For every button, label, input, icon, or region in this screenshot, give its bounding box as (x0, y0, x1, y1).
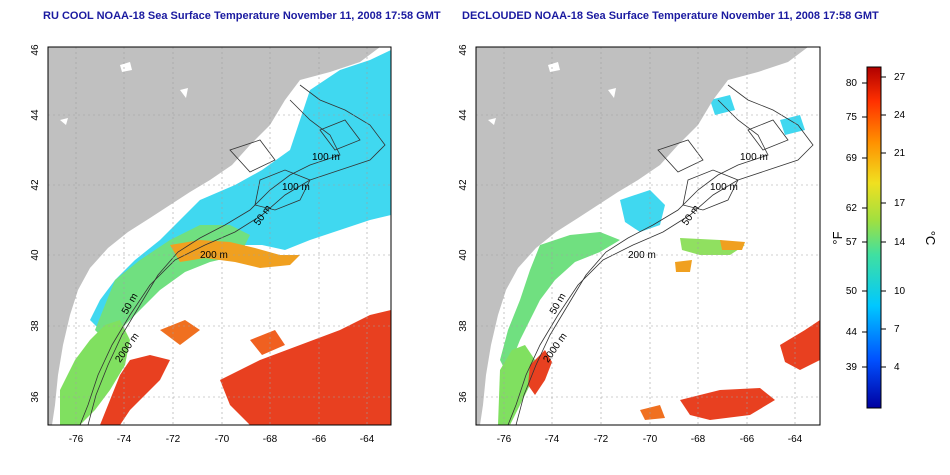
fahrenheit-tick: 39 (846, 362, 858, 373)
y-tick-label: 38 (30, 320, 41, 332)
southern-green-water (60, 320, 130, 425)
x-tick-label: -68 (691, 434, 706, 445)
celsius-tick: 10 (894, 286, 906, 297)
x-tick-label: -70 (643, 434, 658, 445)
y-tick-label: 44 (30, 109, 41, 121)
fahrenheit-label: °F (830, 231, 845, 244)
celsius-tick: 7 (894, 324, 900, 335)
southern-green-water (498, 345, 535, 425)
x-tick-label: -68 (263, 434, 278, 445)
celsius-tick: 17 (894, 198, 906, 209)
contour-label: 200 m (200, 250, 228, 261)
x-tick-label: -72 (594, 434, 609, 445)
x-tick-label: -76 (497, 434, 512, 445)
left-map: 100 m 100 m 50 m 200 m 50 m 2000 m -76 -… (30, 44, 392, 445)
celsius-tick: 4 (894, 362, 900, 373)
y-tick-label: 42 (30, 179, 41, 191)
colorbar: 80 75 69 62 57 50 44 39 27 24 21 17 14 1… (830, 66, 938, 409)
contour-label: 100 m (312, 152, 340, 163)
fahrenheit-tick: 57 (846, 237, 858, 248)
contour-label: 100 m (282, 182, 310, 193)
offshore-warm-patches (780, 320, 820, 370)
y-tick-label: 38 (458, 320, 469, 332)
x-tick-label: -74 (545, 434, 560, 445)
contour-label: 200 m (628, 250, 656, 261)
fahrenheit-tick: 80 (846, 78, 858, 89)
gulf-stream-warm-water (100, 355, 170, 425)
contour-label: 100 m (740, 152, 768, 163)
fahrenheit-tick: 44 (846, 327, 858, 338)
y-tick-label: 46 (458, 44, 469, 56)
celsius-tick: 14 (894, 237, 906, 248)
offshore-warm-patches (220, 310, 391, 425)
celsius-tick: 24 (894, 110, 906, 121)
y-tick-label: 44 (458, 109, 469, 121)
left-panel-title: RU COOL NOAA-18 Sea Surface Temperature … (43, 10, 441, 22)
fahrenheit-tick: 69 (846, 153, 858, 164)
slope-warm-water (170, 240, 300, 268)
celsius-tick: 21 (894, 148, 906, 159)
gulf-stream-warm-water (528, 350, 552, 395)
land-left (48, 47, 380, 425)
right-panel-title: DECLOUDED NOAA-18 Sea Surface Temperatur… (462, 10, 879, 22)
x-tick-label: -74 (117, 434, 132, 445)
fahrenheit-tick: 62 (846, 203, 858, 214)
y-tick-label: 46 (30, 44, 41, 56)
celsius-tick: 27 (894, 72, 906, 83)
x-tick-label: -64 (788, 434, 803, 445)
x-tick-label: -66 (312, 434, 327, 445)
shelf-cool-water (620, 190, 665, 232)
x-tick-label: -64 (360, 434, 375, 445)
slope-warm-water (675, 240, 745, 272)
y-tick-label: 40 (30, 249, 41, 261)
celsius-label: °C (923, 231, 938, 246)
x-tick-label: -76 (69, 434, 84, 445)
y-tick-label: 42 (458, 179, 469, 191)
fahrenheit-tick: 50 (846, 286, 858, 297)
x-tick-label: -66 (740, 434, 755, 445)
contour-label: 100 m (710, 182, 738, 193)
y-tick-label: 36 (30, 391, 41, 403)
right-map: 100 m 100 m 50 m 200 m 50 m 2000 m -76 -… (458, 44, 821, 445)
fahrenheit-tick: 75 (846, 112, 858, 123)
y-tick-label: 36 (458, 391, 469, 403)
x-tick-label: -72 (166, 434, 181, 445)
y-tick-label: 40 (458, 249, 469, 261)
x-tick-label: -70 (215, 434, 230, 445)
land-right (476, 47, 808, 425)
